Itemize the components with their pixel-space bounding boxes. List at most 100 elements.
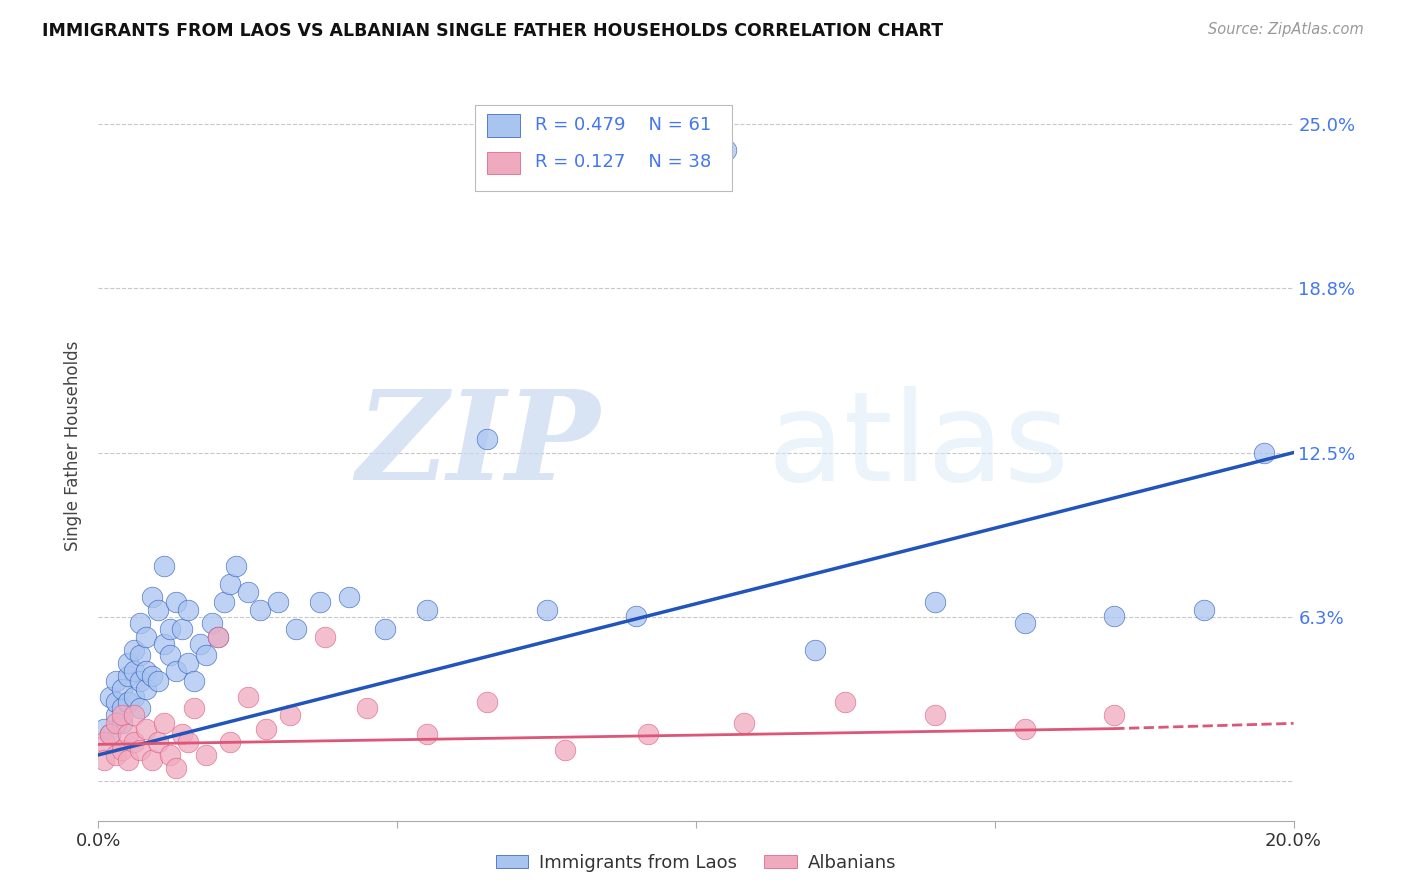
Point (172, 727, 194, 741)
Point (159, 747, 181, 762)
Point (111, 742, 134, 756)
Point (148, 674, 170, 689)
Point (141, 669, 163, 683)
Point (93, 722, 115, 736)
Point (159, 648, 181, 662)
Point (165, 761, 187, 775)
Point (195, 648, 218, 662)
Point (1104, 608, 1126, 623)
Point (105, 716, 128, 731)
Point (733, 716, 755, 731)
Point (135, 664, 157, 678)
FancyBboxPatch shape (486, 114, 520, 136)
Point (117, 753, 139, 767)
Point (93, 753, 115, 767)
Point (141, 590, 163, 604)
Point (626, 608, 648, 623)
Point (475, 433, 498, 447)
Point (93, 735, 115, 749)
Point (98, 727, 122, 741)
Text: atlas: atlas (768, 385, 1070, 507)
Point (804, 642, 827, 657)
Point (374, 622, 396, 636)
Point (124, 708, 146, 723)
Point (1253, 445, 1275, 459)
Point (1104, 708, 1126, 723)
Point (124, 664, 146, 678)
Point (177, 735, 200, 749)
Point (124, 642, 146, 657)
Point (129, 700, 152, 714)
Point (117, 656, 139, 670)
Point (1014, 722, 1036, 736)
Point (129, 674, 152, 689)
Point (129, 648, 152, 662)
Point (339, 590, 361, 604)
Point (105, 674, 128, 689)
Point (1014, 616, 1036, 631)
Point (236, 690, 259, 704)
Point (924, 595, 946, 609)
Point (315, 630, 337, 644)
Point (141, 753, 163, 767)
Point (135, 682, 157, 697)
Point (124, 690, 146, 704)
Point (124, 735, 146, 749)
Point (219, 577, 242, 591)
Point (284, 622, 307, 636)
Point (637, 727, 659, 741)
Point (177, 603, 200, 617)
FancyBboxPatch shape (475, 105, 733, 191)
Point (924, 708, 946, 723)
Point (153, 638, 176, 652)
Point (111, 700, 134, 714)
Point (177, 656, 200, 670)
Point (153, 558, 176, 573)
Text: Source: ZipAtlas.com: Source: ZipAtlas.com (1208, 22, 1364, 37)
Point (554, 742, 576, 756)
Point (153, 716, 176, 731)
Point (165, 664, 187, 678)
Text: IMMIGRANTS FROM LAOS VS ALBANIAN SINGLE FATHER HOUSEHOLDS CORRELATION CHART: IMMIGRANTS FROM LAOS VS ALBANIAN SINGLE … (42, 22, 943, 40)
Point (416, 603, 439, 617)
Point (188, 638, 211, 652)
Point (172, 622, 194, 636)
Point (105, 695, 128, 709)
Point (135, 630, 157, 644)
Point (98, 727, 122, 741)
Point (183, 700, 205, 714)
Point (201, 616, 224, 631)
Text: ZIP: ZIP (357, 385, 600, 507)
Point (714, 143, 737, 157)
Point (135, 722, 157, 736)
Point (536, 603, 558, 617)
Point (117, 727, 139, 741)
Point (129, 742, 152, 756)
Point (1192, 603, 1215, 617)
Point (207, 630, 229, 644)
Point (254, 722, 277, 736)
Legend: Immigrants from Laos, Albanians: Immigrants from Laos, Albanians (489, 847, 903, 879)
Point (834, 695, 856, 709)
Point (148, 735, 170, 749)
Point (278, 708, 301, 723)
Point (111, 716, 134, 731)
Point (105, 747, 128, 762)
Point (212, 595, 235, 609)
Point (195, 747, 218, 762)
Point (416, 727, 439, 741)
Point (249, 603, 271, 617)
Point (219, 735, 242, 749)
Point (225, 558, 247, 573)
Point (111, 682, 134, 697)
Y-axis label: Single Father Households: Single Father Households (65, 341, 83, 551)
Point (159, 622, 181, 636)
Point (117, 669, 139, 683)
Point (356, 700, 378, 714)
Point (148, 603, 170, 617)
Point (207, 630, 229, 644)
Point (308, 595, 330, 609)
Point (105, 708, 128, 723)
Point (98, 690, 122, 704)
Point (236, 585, 259, 599)
